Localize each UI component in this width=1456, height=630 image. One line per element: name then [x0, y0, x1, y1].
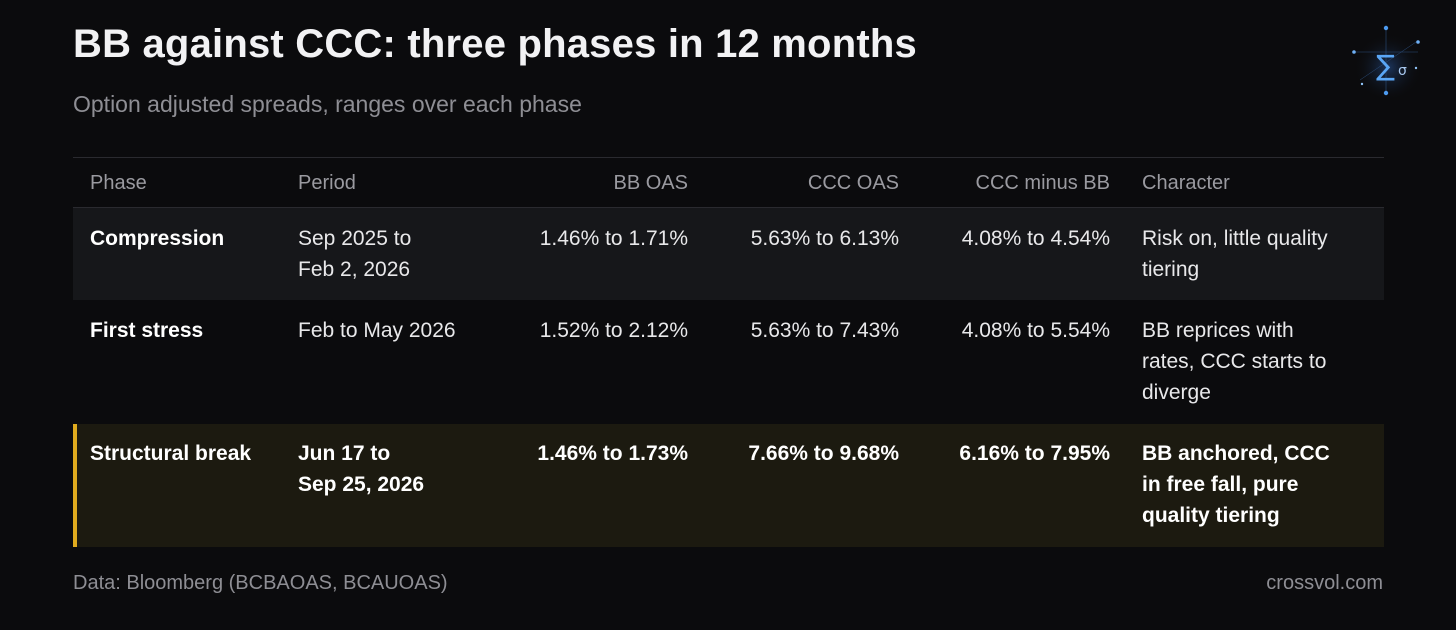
ccc-oas-cell: 5.63% to 6.13%	[750, 227, 899, 250]
page-title: BB against CCC: three phases in 12 month…	[73, 22, 917, 66]
table-header-row: Phase Period BB OAS CCC OAS CCC minus BB…	[73, 158, 1384, 208]
phase-cell: First stress	[90, 319, 204, 342]
period-line: Feb 2, 2026	[298, 258, 411, 281]
character-line: tiering	[1142, 258, 1200, 281]
ccc-minus-bb-cell: 6.16% to 7.95%	[959, 442, 1110, 465]
period-line: Sep 25, 2026	[298, 473, 425, 496]
site-credit: crossvol.com	[1266, 572, 1383, 594]
ccc-minus-bb-cell: 4.08% to 5.54%	[961, 319, 1110, 342]
phase-cell: Structural break	[90, 442, 252, 465]
table-row-compression: Compression Sep 2025 to Feb 2, 2026 1.46…	[73, 208, 1384, 300]
phase-cell: Compression	[90, 227, 225, 250]
data-source-note: Data: Bloomberg (BCBAOAS, BCAUOAS)	[73, 572, 448, 594]
period-cell: Feb to May 2026	[298, 315, 498, 346]
period-cell: Jun 17 to Sep 25, 2026	[298, 438, 498, 500]
phases-table: Phase Period BB OAS CCC OAS CCC minus BB…	[73, 157, 1384, 547]
column-header-character: Character	[1142, 172, 1230, 194]
bb-oas-cell: 1.52% to 2.12%	[539, 319, 688, 342]
bb-oas-cell: 1.46% to 1.71%	[539, 227, 688, 250]
table-row-structural-break-highlighted: Structural break Jun 17 to Sep 25, 2026 …	[73, 424, 1384, 547]
sigma-glyph: ∑	[1376, 49, 1395, 82]
bb-oas-cell: 1.46% to 1.73%	[537, 442, 688, 465]
page-subtitle: Option adjusted spreads, ranges over eac…	[73, 91, 582, 117]
period-line: Sep 2025 to	[298, 227, 412, 250]
period-line: Feb to May 2026	[298, 319, 456, 342]
character-cell: BB reprices with rates, CCC starts to di…	[1142, 315, 1377, 408]
column-header-ccc-minus-bb: CCC minus BB	[975, 172, 1110, 194]
period-cell: Sep 2025 to Feb 2, 2026	[298, 223, 498, 285]
column-header-bb-oas: BB OAS	[613, 172, 688, 194]
ccc-minus-bb-cell: 4.08% to 4.54%	[961, 227, 1110, 250]
ccc-oas-cell: 7.66% to 9.68%	[748, 442, 899, 465]
character-cell: BB anchored, CCC in free fall, pure qual…	[1142, 438, 1377, 531]
character-line: diverge	[1142, 381, 1211, 404]
period-line: Jun 17 to	[298, 442, 391, 465]
sigma-constellation-logo-icon: ∑ σ	[1346, 22, 1430, 98]
table-row-first-stress: First stress Feb to May 2026 1.52% to 2.…	[73, 300, 1384, 424]
column-header-ccc-oas: CCC OAS	[807, 172, 899, 194]
column-header-period: Period	[298, 172, 356, 194]
character-line: rates, CCC starts to	[1142, 350, 1327, 373]
character-line: BB reprices with	[1142, 319, 1294, 342]
ccc-oas-cell: 5.63% to 7.43%	[750, 319, 899, 342]
svg-text:σ: σ	[1398, 63, 1407, 79]
character-line: BB anchored, CCC	[1142, 442, 1330, 465]
character-line: in free fall, pure	[1142, 473, 1299, 496]
column-header-phase: Phase	[90, 172, 147, 194]
character-cell: Risk on, little quality tiering	[1142, 223, 1377, 285]
character-line: quality tiering	[1142, 504, 1280, 527]
character-line: Risk on, little quality	[1142, 227, 1328, 250]
